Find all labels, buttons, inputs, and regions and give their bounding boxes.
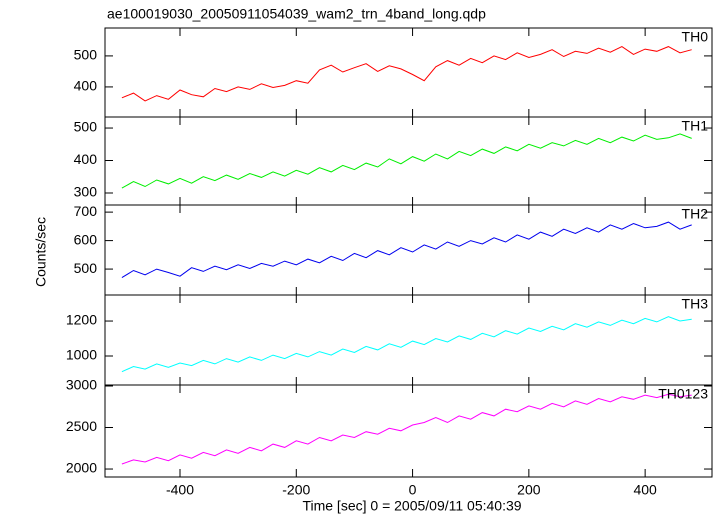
y-tick-label: 2500 (66, 418, 97, 434)
legend-label: TH0 (682, 29, 709, 45)
x-tick-label: 200 (517, 482, 541, 498)
legend-label: TH1 (682, 118, 709, 134)
y-tick-label: 2000 (66, 460, 97, 476)
y-tick-label: 700 (74, 203, 98, 219)
legend-label: TH2 (682, 206, 709, 222)
x-axis-label: Time [sec] 0 = 2005/09/11 05:40:39 (302, 498, 521, 514)
panel-frame (104, 116, 713, 206)
x-tick-label: 400 (633, 482, 657, 498)
y-tick-label: 300 (74, 184, 98, 200)
panel-frame (104, 384, 713, 478)
x-tick-label: 0 (409, 482, 417, 498)
y-tick-label: 600 (74, 231, 98, 247)
legend-label: TH3 (682, 296, 709, 312)
series-line (121, 46, 692, 102)
y-tick-label: 1000 (66, 347, 97, 363)
series-line (121, 221, 692, 279)
y-tick-label: 500 (74, 260, 98, 276)
y-tick-label: 500 (74, 47, 98, 63)
legend-label: TH0123 (658, 386, 708, 402)
series-line (121, 316, 692, 373)
x-tick-label: -400 (166, 482, 194, 498)
y-tick-label: 400 (74, 151, 98, 167)
y-tick-label: 1200 (66, 312, 97, 328)
chart-title: ae100019030_20050911054039_wam2_trn_4ban… (107, 6, 486, 22)
series-line (121, 393, 692, 465)
x-tick-label: -200 (282, 482, 310, 498)
series-line (121, 133, 692, 189)
y-tick-label: 500 (74, 119, 98, 135)
y-tick-label: 3000 (66, 377, 97, 393)
panel-frame (104, 294, 713, 386)
y-axis-label: Counts/sec (33, 217, 49, 287)
y-tick-label: 400 (74, 78, 98, 94)
